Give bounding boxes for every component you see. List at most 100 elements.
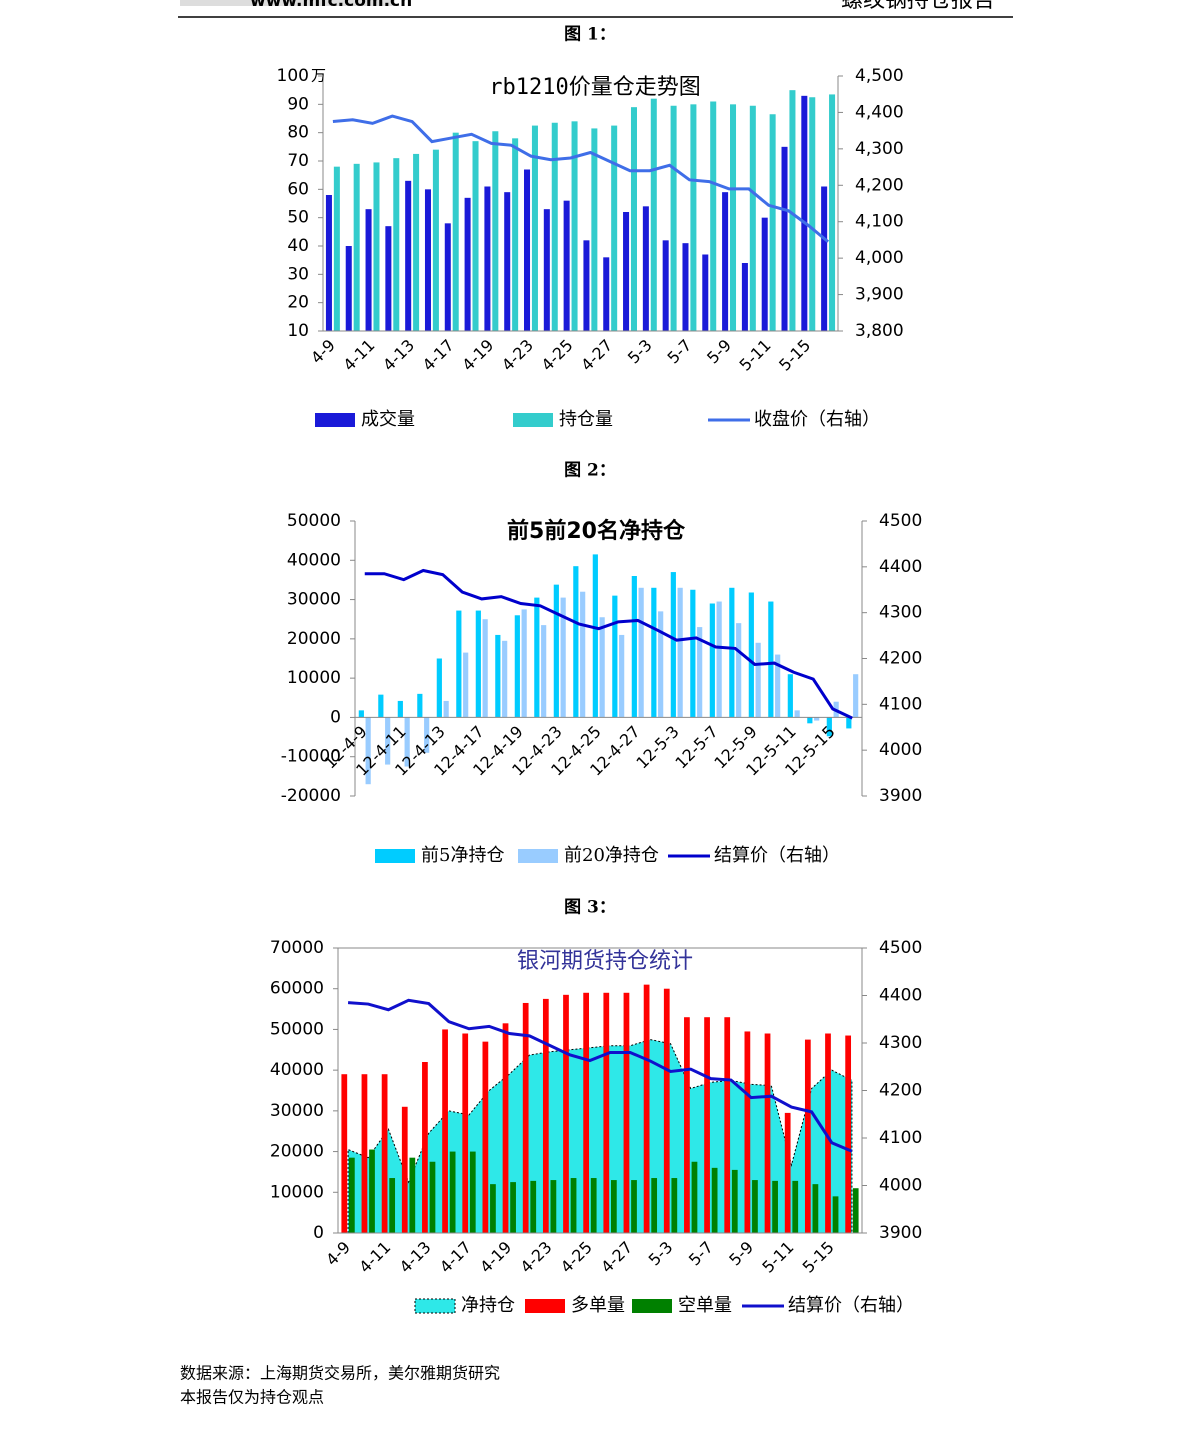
bar [729,587,735,718]
x-tick-label: 5-9 [703,336,735,368]
x-tick-label: 4-27 [597,1238,636,1277]
bar [825,1033,831,1233]
bar [623,212,630,331]
header-band [180,0,395,6]
bar [381,1074,388,1233]
bar [571,121,578,331]
bar [710,101,717,331]
legend-swatch [632,1299,672,1313]
bar [397,700,403,718]
x-tick-label: 4-23 [517,1238,556,1277]
bar [442,1029,448,1233]
bar [591,128,598,331]
bar [449,1151,456,1233]
x-tick-label: 4-23 [498,336,537,375]
bar [452,132,459,331]
bar [432,149,439,331]
bar [570,1178,577,1233]
bar [424,189,431,331]
bar [592,554,598,718]
x-tick-label: 4-17 [419,336,458,375]
x-tick-label: 12-5-3 [632,722,682,772]
bar [541,625,547,718]
x-tick-label: 5-3 [645,1238,677,1270]
bar [475,610,481,718]
bar [580,591,586,718]
bar [846,717,852,729]
bar [731,1169,738,1233]
bar [413,153,420,331]
bar [702,254,709,331]
bar [807,717,813,724]
legend-swatch [414,1298,456,1314]
line [347,998,853,1153]
y-tick-label: 30000 [270,1101,324,1121]
y2-tick-label: 4300 [879,1033,922,1053]
y2-tick-label: 4100 [879,1128,922,1148]
bar [369,1149,375,1233]
bar [353,163,360,331]
y-tick-label: 10000 [270,1182,324,1202]
bar [814,717,820,721]
bar [510,1182,516,1233]
y2-tick-label: 4100 [879,694,922,714]
bar [521,609,527,718]
bar [722,192,729,331]
bar [463,652,469,718]
bar [361,1074,368,1233]
bar [704,1017,710,1233]
bar [348,1157,355,1233]
bar [583,240,590,331]
bar [583,992,590,1233]
bar [829,94,836,332]
header-site: www.mfc.com.cn [250,0,412,11]
x-tick-label: 5-9 [725,1238,757,1270]
bar [603,257,610,331]
x-tick-label: 5-15 [799,1238,838,1277]
bar [769,114,776,331]
bar [853,674,859,718]
bar [522,1002,529,1233]
legend-swatch [315,413,355,427]
bar [502,640,508,718]
bar [563,200,570,331]
y-tick-label: 50000 [287,511,341,531]
legend-swatch [518,849,558,863]
x-tick-label: 4-13 [379,336,418,375]
bar [378,694,384,718]
bar [531,125,538,331]
bar [671,1178,678,1233]
legend-swatch [375,849,415,863]
bar [560,597,566,718]
y2-tick-label: 4000 [879,1176,922,1196]
bar [736,623,742,718]
legend-swatch [513,413,553,427]
x-tick-label: 4-19 [458,336,497,375]
caption: 图 1： [564,25,616,45]
bar [611,125,618,331]
legend-swatch [525,1299,565,1313]
y2-tick-label: 4200 [879,649,922,669]
bar [469,1151,476,1233]
bar [650,98,657,332]
bar [662,240,669,331]
bar [502,1023,509,1233]
bar [794,710,800,718]
bar [709,603,715,718]
bar [623,992,630,1233]
bar [590,1178,597,1233]
bar [690,104,697,331]
x-tick-label: 4-19 [476,1238,515,1277]
footer-line: 数据来源：上海期货交易所，美尔雅期货研究 [180,1364,500,1383]
y-tick-label: 70 [287,151,309,171]
chart-title: 前5前20名净持仓 [507,518,686,544]
bar [365,209,372,331]
legend-label: 结算价（右轴） [714,845,840,866]
bar [464,197,471,331]
bar [492,131,499,331]
x-tick-label: 5-15 [775,336,814,375]
bar [422,1062,428,1233]
bar [768,601,774,718]
bar [389,1178,396,1233]
x-tick-label: 4-11 [355,1238,394,1277]
